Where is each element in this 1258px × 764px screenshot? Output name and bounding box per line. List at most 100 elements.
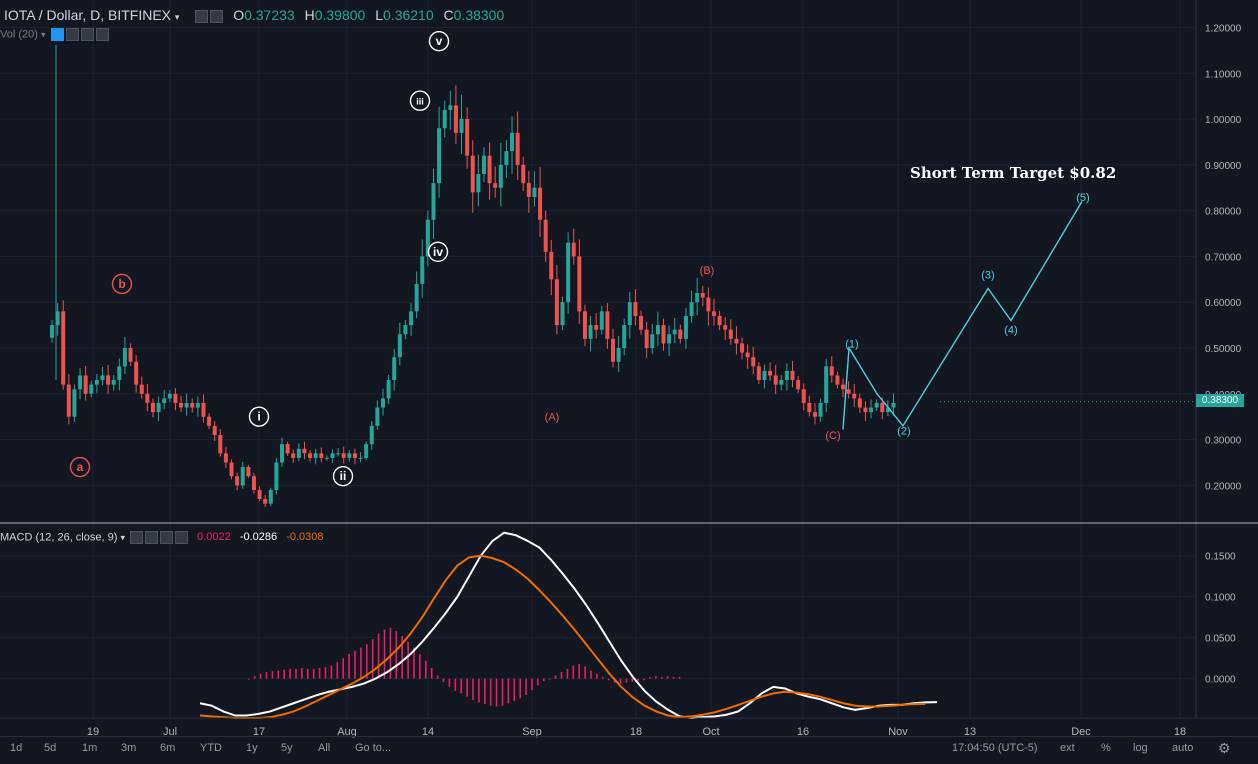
y-tick-label: 1.10000 xyxy=(1205,69,1242,80)
macd-histogram-bar xyxy=(253,676,256,679)
settings-icon[interactable] xyxy=(195,9,209,23)
candle-body xyxy=(672,329,677,335)
volume-label[interactable]: Vol (20) xyxy=(0,28,38,41)
timeframe-1y[interactable]: 1y xyxy=(246,742,258,754)
macd-histogram-bar xyxy=(566,668,569,679)
macd-signal-value: -0.0308 xyxy=(286,531,324,544)
visibility-icon[interactable] xyxy=(50,28,64,41)
clock[interactable]: 17:04:50 (UTC-5) xyxy=(952,742,1038,754)
candle-body xyxy=(319,453,324,458)
option-percent[interactable]: % xyxy=(1101,742,1111,754)
close-icon[interactable] xyxy=(95,28,109,41)
candle-body xyxy=(655,325,660,335)
candle-body xyxy=(667,334,672,344)
macd-histogram-bar xyxy=(655,676,657,679)
settings-icon[interactable] xyxy=(65,28,79,41)
macd-y-tick-label: 0.0500 xyxy=(1205,634,1236,645)
bottom-divider xyxy=(0,736,1258,737)
timeframe-3m[interactable]: 3m xyxy=(121,742,137,754)
timeframe-6m[interactable]: 6m xyxy=(160,742,176,754)
candle-body xyxy=(695,293,700,303)
candle-body xyxy=(83,375,88,394)
wave-label: b xyxy=(118,277,125,291)
x-tick-label: Dec xyxy=(1071,726,1091,738)
option-auto[interactable]: auto xyxy=(1172,742,1194,754)
candle-body xyxy=(740,343,745,353)
option-ext[interactable]: ext xyxy=(1060,742,1075,754)
wave-label-circle xyxy=(428,31,450,52)
wave-label-circle xyxy=(69,456,91,478)
x-tick-label: 18 xyxy=(630,726,642,738)
symbol-dropdown-icon[interactable]: ▾ xyxy=(174,12,180,22)
wave-label: (5) xyxy=(1076,192,1089,204)
candle-body xyxy=(678,329,683,339)
candle-body xyxy=(841,384,846,390)
y-tick-label: 0.90000 xyxy=(1205,161,1242,172)
candle-body xyxy=(773,375,778,385)
macd-label[interactable]: MACD (12, 26, close, 9) xyxy=(0,531,118,544)
candle-body xyxy=(768,370,773,376)
candle-body xyxy=(358,457,363,459)
wave-label: iii xyxy=(416,97,424,107)
macd-histogram-bar xyxy=(572,665,575,679)
macd-histogram-bar xyxy=(448,678,451,687)
macd-histogram-bar xyxy=(590,670,592,679)
macd-histogram-bar xyxy=(466,678,468,697)
volume-dropdown-icon[interactable]: ▾ xyxy=(40,29,46,40)
gear-icon[interactable]: ⚙ xyxy=(1218,740,1231,756)
add-icon[interactable] xyxy=(80,28,94,41)
wave-label-circle xyxy=(111,273,133,295)
candle-body xyxy=(397,334,402,358)
macd-histogram-bar xyxy=(430,667,433,679)
timeframe-1d[interactable]: 1d xyxy=(10,742,23,754)
signal-line xyxy=(199,554,926,719)
macd-dropdown-icon[interactable]: ▾ xyxy=(120,532,125,543)
candle-body xyxy=(184,402,189,408)
candle-body xyxy=(89,384,94,394)
candle-body xyxy=(577,256,582,312)
eye-icon[interactable] xyxy=(210,9,224,23)
high-label: H xyxy=(304,7,315,23)
add-icon[interactable] xyxy=(160,531,174,544)
candle-body xyxy=(807,402,812,413)
macd-histogram-bar xyxy=(348,654,350,679)
timeframe-5y[interactable]: 5y xyxy=(281,742,293,754)
wave-label: (C) xyxy=(825,430,840,442)
candle-body xyxy=(386,380,391,399)
macd-histogram-bar xyxy=(637,678,639,682)
volume-header: Vol (20) ▾ xyxy=(0,28,109,41)
wave-label: (4) xyxy=(1004,325,1017,337)
macd-histogram-bar xyxy=(666,676,669,679)
wave-label: ii xyxy=(340,469,347,483)
candle-body xyxy=(790,370,795,381)
option-log[interactable]: log xyxy=(1133,742,1148,754)
settings-icon[interactable] xyxy=(145,531,159,544)
goto-button[interactable]: Go to... xyxy=(355,742,392,754)
candle-body xyxy=(549,251,554,280)
candle-body xyxy=(369,425,374,445)
visibility-icon[interactable] xyxy=(130,531,144,544)
timeframe-1m[interactable]: 1m xyxy=(82,742,98,754)
macd-histogram-bar xyxy=(625,678,628,683)
candle-body xyxy=(683,315,688,339)
symbol-title[interactable]: IOTA / Dollar, D, BITFINEX xyxy=(4,7,171,23)
timeframe-ytd[interactable]: YTD xyxy=(200,742,222,754)
timeframe-5d[interactable]: 5d xyxy=(44,742,57,754)
wave-label: (3) xyxy=(981,270,994,282)
candle-body xyxy=(891,402,896,408)
candle-body xyxy=(745,352,750,358)
timeframe-all[interactable]: All xyxy=(318,742,331,754)
candle-body xyxy=(605,311,610,339)
candle-body xyxy=(515,132,520,165)
low-label: L xyxy=(375,7,384,23)
macd-histogram-bar xyxy=(560,672,563,679)
candle-body xyxy=(106,375,111,385)
macd-histogram-bar xyxy=(602,677,604,679)
macd-pane xyxy=(199,531,938,720)
macd-histogram-bar xyxy=(525,678,527,696)
candle-body xyxy=(156,402,161,413)
close-icon[interactable] xyxy=(175,531,189,544)
candle-body xyxy=(268,489,273,504)
macd-histogram-bar xyxy=(265,672,268,679)
